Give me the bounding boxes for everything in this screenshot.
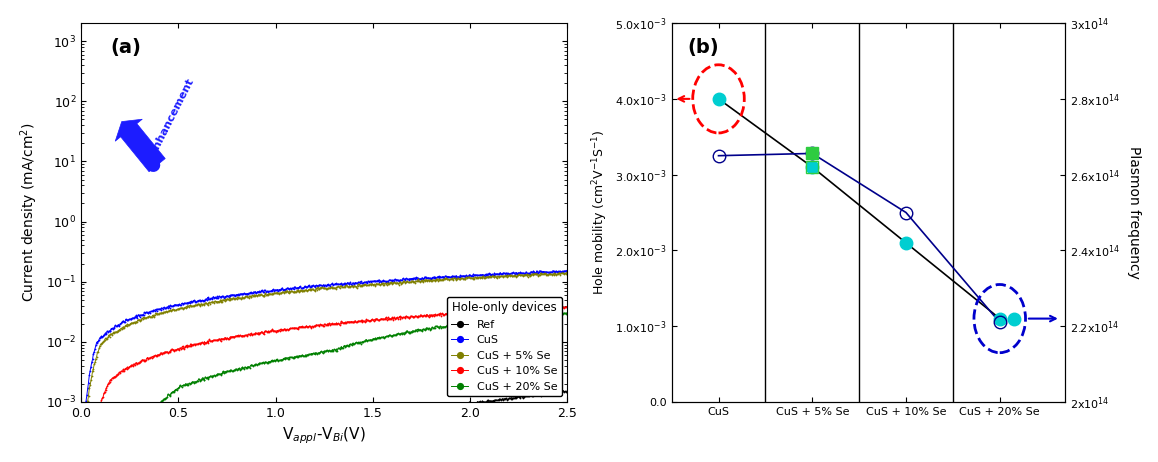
CuS + 5% Se bbox=[361, 283, 375, 288]
Line: CuS + 5% Se: CuS + 5% Se bbox=[81, 272, 569, 462]
CuS + 20% Se bbox=[400, 329, 413, 335]
CuS + 10% Se bbox=[361, 317, 375, 323]
CuS + 10% Se bbox=[294, 324, 308, 329]
Text: (b): (b) bbox=[688, 38, 719, 57]
Ref bbox=[400, 413, 413, 418]
Line: CuS: CuS bbox=[81, 269, 569, 462]
Line: Ref: Ref bbox=[81, 390, 569, 462]
CuS bbox=[400, 276, 413, 281]
Ref bbox=[294, 435, 308, 440]
CuS + 10% Se bbox=[560, 304, 574, 310]
CuS + 5% Se bbox=[400, 280, 413, 285]
CuS bbox=[560, 267, 574, 273]
CuS bbox=[200, 297, 214, 303]
CuS + 20% Se bbox=[294, 353, 308, 358]
Text: Enhancement: Enhancement bbox=[148, 76, 196, 157]
Ref bbox=[560, 388, 574, 394]
Text: (a): (a) bbox=[110, 38, 141, 57]
CuS + 10% Se bbox=[161, 350, 175, 355]
CuS + 20% Se bbox=[552, 310, 566, 315]
CuS + 20% Se bbox=[440, 322, 454, 328]
CuS bbox=[361, 278, 375, 284]
CuS + 5% Se bbox=[200, 301, 214, 306]
CuS + 20% Se bbox=[161, 391, 175, 397]
Legend: Ref, CuS, CuS + 5% Se, CuS + 10% Se, CuS + 20% Se: Ref, CuS, CuS + 5% Se, CuS + 10% Se, CuS… bbox=[447, 297, 562, 396]
CuS + 10% Se bbox=[200, 340, 214, 345]
CuS + 10% Se bbox=[440, 310, 454, 316]
CuS bbox=[294, 285, 308, 291]
CuS + 5% Se bbox=[294, 288, 308, 294]
CuS bbox=[161, 305, 175, 310]
CuS + 10% Se bbox=[400, 313, 413, 319]
Line: CuS + 10% Se: CuS + 10% Se bbox=[81, 305, 569, 462]
CuS bbox=[440, 274, 454, 280]
Line: CuS + 20% Se: CuS + 20% Se bbox=[81, 311, 569, 462]
Y-axis label: Current density (mA/cm$^2$): Current density (mA/cm$^2$) bbox=[19, 123, 41, 302]
CuS + 20% Se bbox=[560, 310, 574, 316]
CuS + 20% Se bbox=[200, 376, 214, 381]
CuS + 5% Se bbox=[559, 270, 573, 275]
Y-axis label: Plasmon frequency: Plasmon frequency bbox=[1127, 146, 1141, 279]
CuS + 5% Se bbox=[161, 309, 175, 314]
Ref bbox=[440, 404, 454, 409]
CuS + 5% Se bbox=[560, 270, 574, 276]
CuS + 5% Se bbox=[440, 276, 454, 282]
CuS + 10% Se bbox=[552, 304, 566, 309]
CuS + 20% Se bbox=[361, 338, 375, 343]
X-axis label: V$_{appl}$-V$_{Bi}$(V): V$_{appl}$-V$_{Bi}$(V) bbox=[283, 426, 366, 446]
Y-axis label: Hole mobility (cm$^2$V$^{-1}$S$^{-1}$): Hole mobility (cm$^2$V$^{-1}$S$^{-1}$) bbox=[591, 130, 610, 295]
Ref bbox=[361, 419, 375, 424]
